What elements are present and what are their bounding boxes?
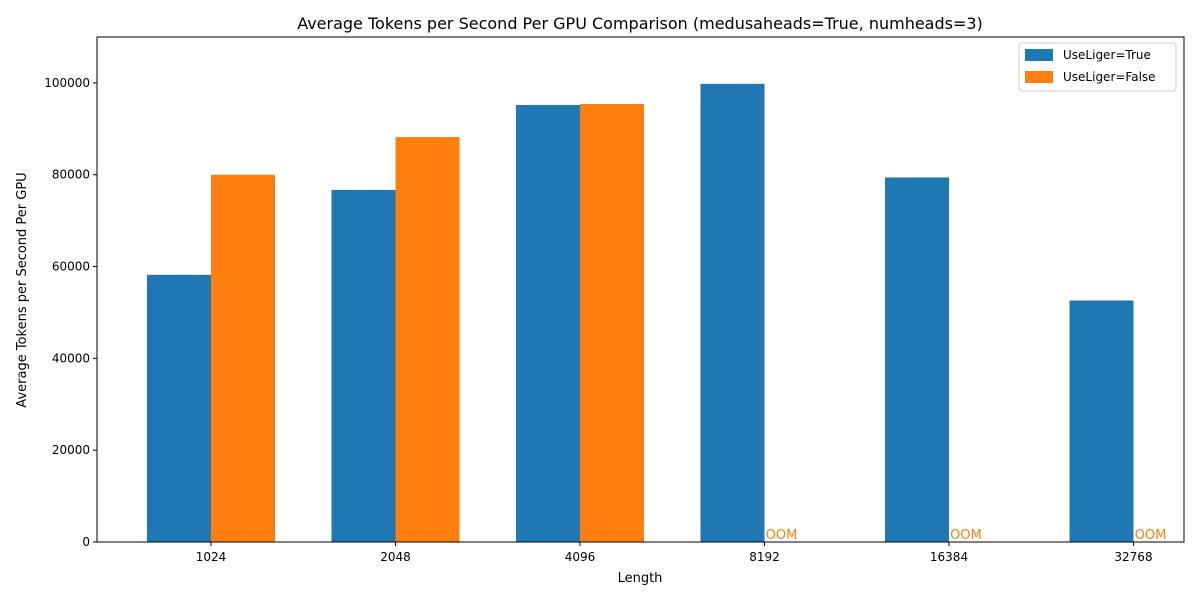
bar-useliger-true-2048 [331, 189, 396, 543]
bars-group [147, 83, 1134, 543]
bar-useliger-false-1024 [211, 174, 275, 542]
y-tick-label: 100000 [44, 76, 90, 90]
x-axis: 1024 2048 4096 8192 16384 32768 [196, 542, 1153, 564]
x-tick-label: 8192 [749, 550, 780, 564]
legend-label-useliger-false: UseLiger=False [1063, 70, 1156, 84]
y-tick-label: 40000 [52, 351, 90, 365]
x-axis-title: Length [618, 571, 663, 586]
legend-swatch-useliger-false [1025, 71, 1053, 83]
bar-useliger-false-4096 [580, 104, 644, 542]
bar-useliger-true-8192 [700, 83, 765, 542]
legend: UseLiger=True UseLiger=False [1018, 42, 1177, 92]
y-tick-label: 60000 [52, 260, 90, 274]
legend-swatch-useliger-true [1025, 49, 1053, 61]
x-tick-label: 16384 [930, 550, 968, 564]
y-axis: 0 20000 40000 60000 80000 100000 [44, 76, 97, 549]
x-tick-label: 32768 [1114, 550, 1152, 564]
y-tick-label: 80000 [52, 168, 90, 182]
legend-box [1018, 42, 1177, 92]
bar-useliger-true-32768 [1069, 300, 1134, 542]
bar-useliger-true-16384 [885, 177, 949, 542]
oom-label: OOM [1135, 528, 1167, 543]
y-tick-label: 20000 [52, 443, 90, 457]
bar-useliger-true-4096 [516, 104, 580, 542]
oom-label: OOM [950, 528, 982, 543]
oom-labels-group: OOM OOM OOM [766, 528, 1167, 543]
oom-label: OOM [766, 528, 798, 543]
x-tick-label: 1024 [196, 550, 227, 564]
y-axis-title: Average Tokens per Second Per GPU [15, 172, 30, 407]
chart-title: Average Tokens per Second Per GPU Compar… [297, 14, 983, 33]
bar-useliger-true-1024 [147, 274, 211, 542]
bar-useliger-false-2048 [395, 137, 460, 542]
legend-label-useliger-true: UseLiger=True [1063, 48, 1151, 62]
plot-frame [96, 36, 1185, 543]
y-tick-label: 0 [82, 535, 90, 549]
x-tick-label: 2048 [380, 550, 411, 564]
x-tick-label: 4096 [565, 550, 596, 564]
